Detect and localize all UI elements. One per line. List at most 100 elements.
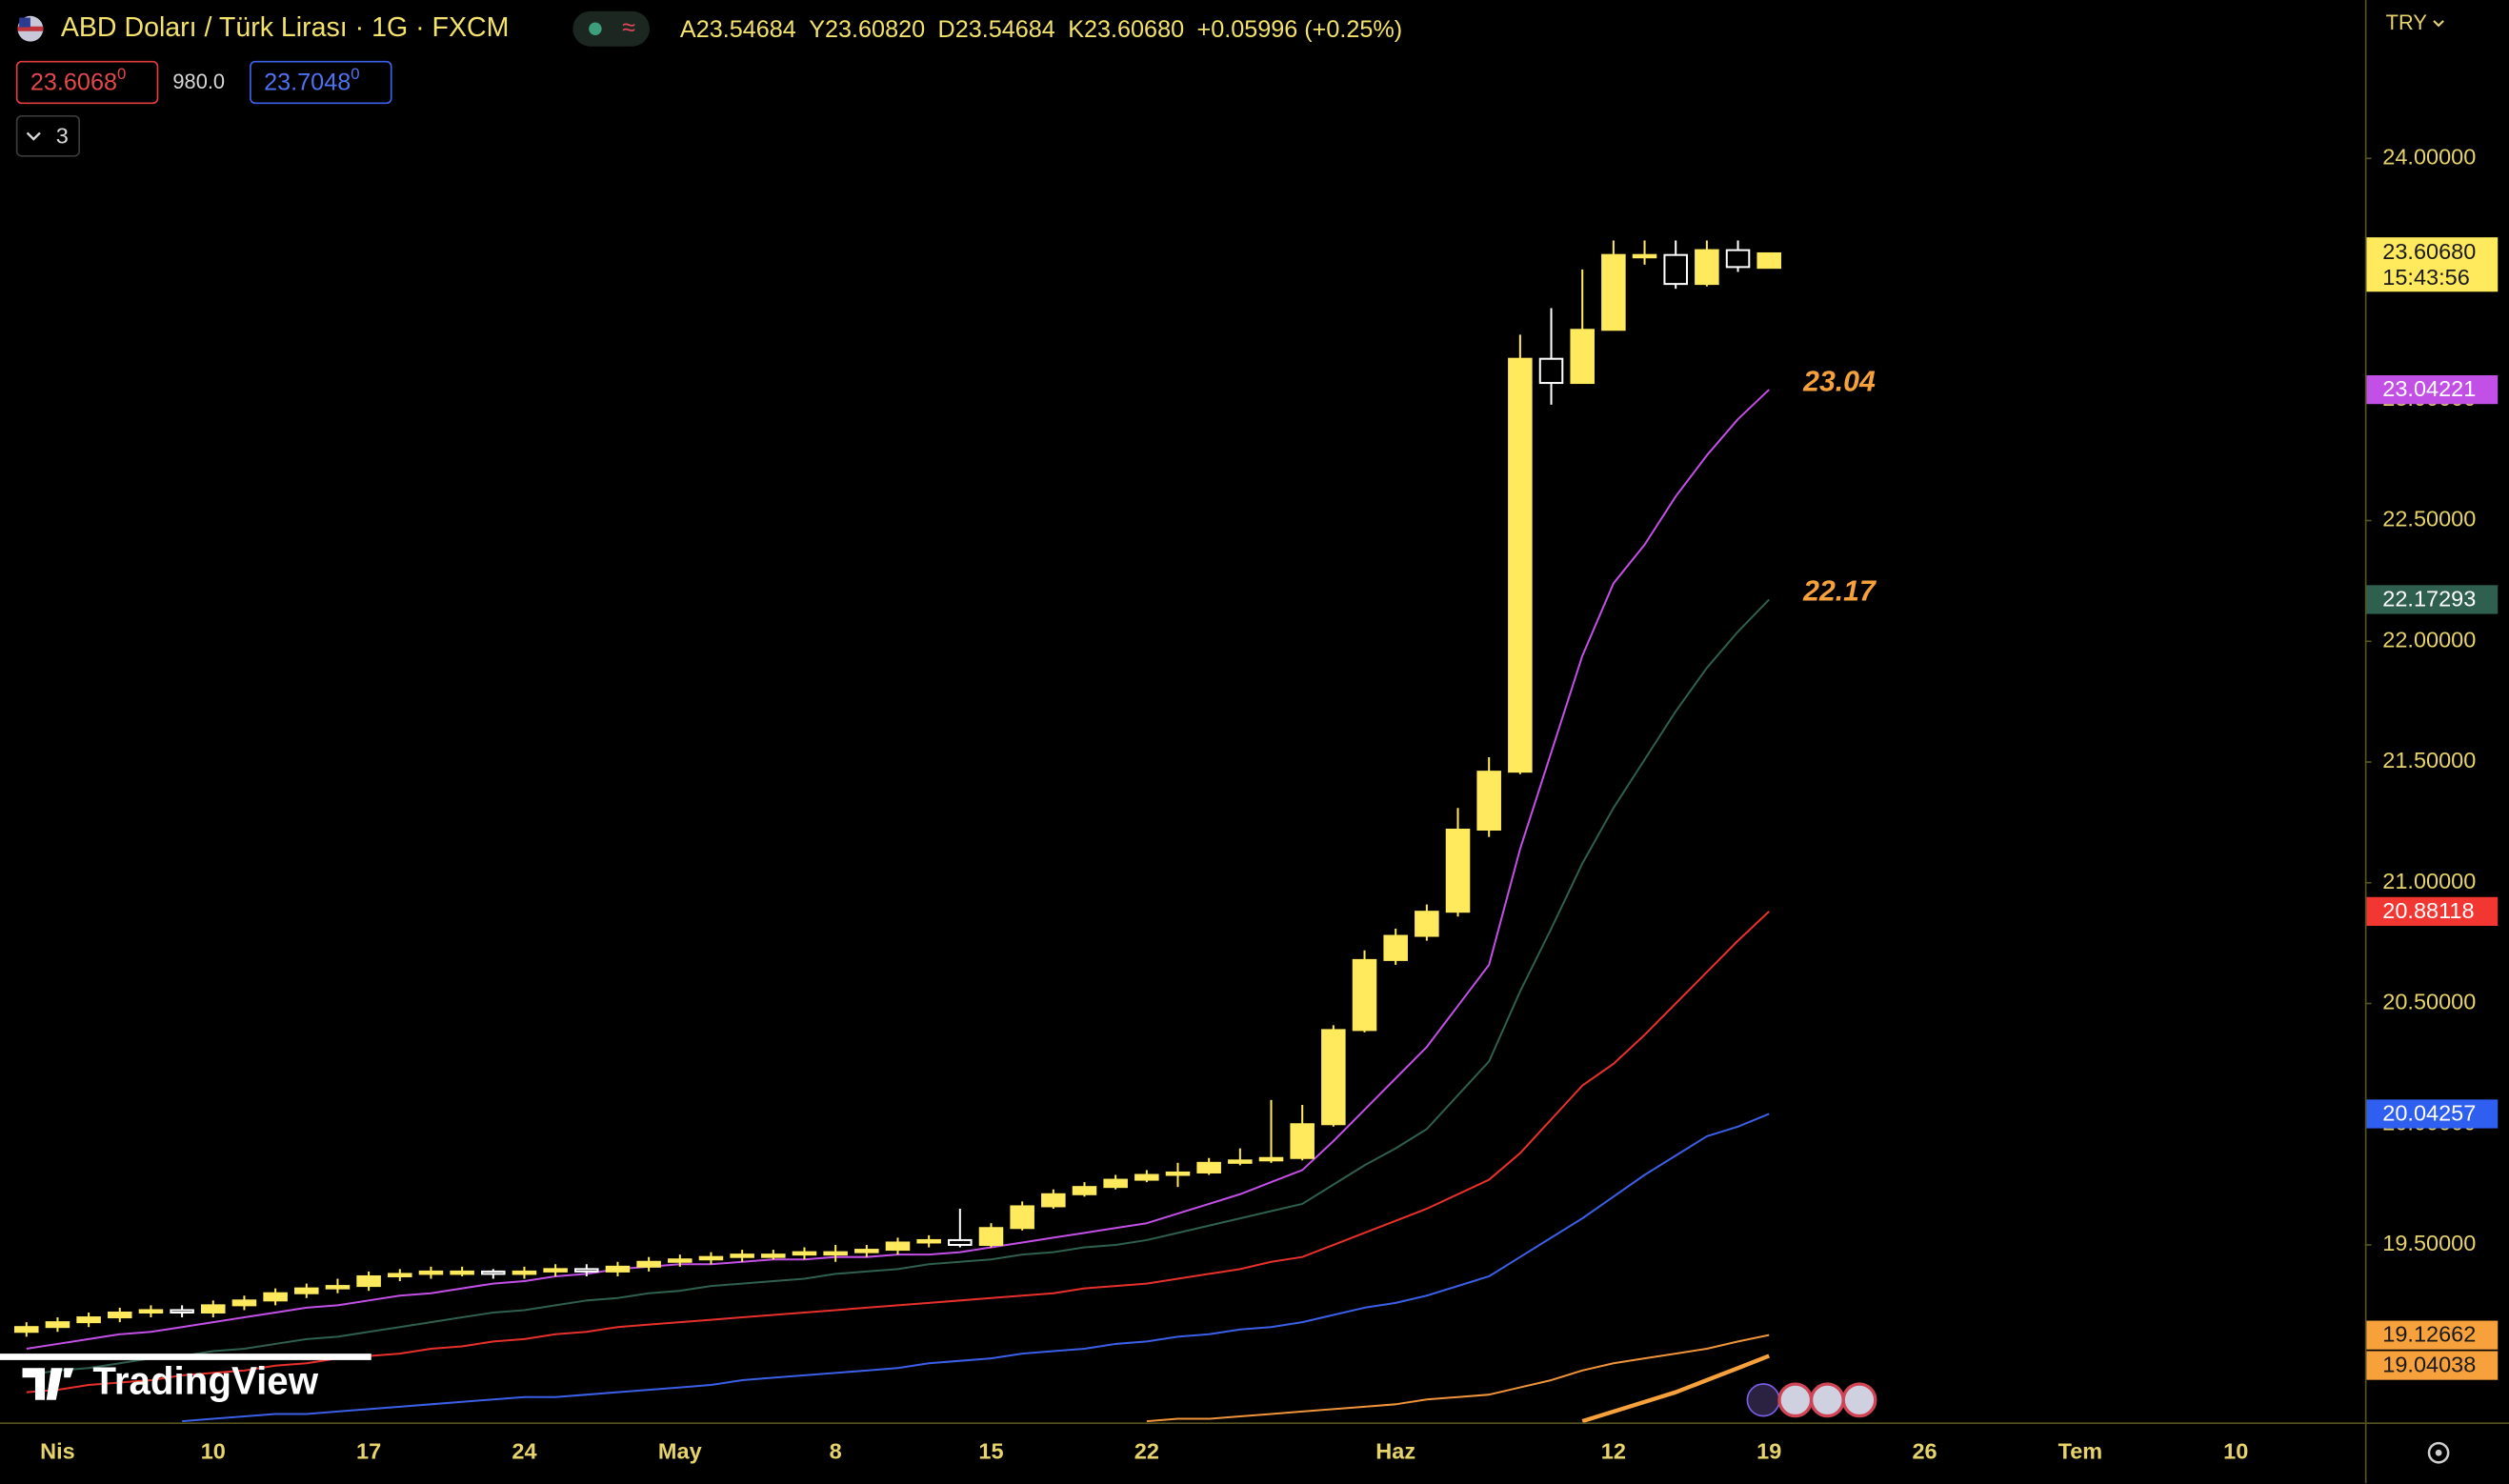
status-icon: ≈ bbox=[622, 14, 635, 41]
candle-body bbox=[1010, 1205, 1034, 1230]
ohlc-low: D23.54684 bbox=[938, 16, 1055, 43]
candle-body bbox=[76, 1316, 101, 1324]
indicator-line bbox=[182, 1113, 1770, 1423]
candle-body bbox=[1632, 253, 1657, 259]
candle-body bbox=[231, 1299, 257, 1307]
indicator-line bbox=[26, 911, 1770, 1394]
status-pill bbox=[572, 10, 651, 47]
candle-body bbox=[325, 1285, 351, 1290]
candle-body bbox=[885, 1241, 911, 1252]
candle-body bbox=[263, 1292, 288, 1302]
x-tick-label: 19 bbox=[1756, 1438, 1781, 1463]
value-annotation: 22.17 bbox=[1802, 576, 1877, 608]
candle-body bbox=[1538, 357, 1564, 385]
indicator-toggle[interactable] bbox=[15, 114, 80, 157]
price-label: 23.04221 bbox=[2382, 376, 2476, 401]
x-tick-label: Nis bbox=[40, 1438, 75, 1463]
candle-body bbox=[1228, 1159, 1253, 1164]
candle-body bbox=[1196, 1161, 1221, 1173]
x-tick-label: 8 bbox=[830, 1438, 842, 1463]
market-status-dot bbox=[589, 22, 602, 35]
y-tick-label: 22.00000 bbox=[2382, 627, 2476, 652]
candle-body bbox=[1352, 958, 1377, 1032]
indicator-line bbox=[26, 598, 1770, 1376]
x-tick-label: 26 bbox=[1912, 1438, 1937, 1463]
currency-chevron bbox=[2433, 20, 2444, 28]
event-icon[interactable] bbox=[1746, 1383, 1780, 1417]
candle-body bbox=[1508, 357, 1533, 773]
ohlc-values: A23.54684 Y23.60820 D23.54684 K23.60680 +0.0… bbox=[680, 16, 1402, 43]
indicator-line bbox=[1581, 1354, 1771, 1423]
x-tick-label: 17 bbox=[356, 1438, 381, 1463]
price-label: 22.17293 bbox=[2382, 586, 2476, 611]
indicator-line bbox=[1146, 1334, 1770, 1423]
candle-body bbox=[1476, 771, 1501, 832]
ohlc-high: Y23.60820 bbox=[809, 16, 925, 43]
candle-body bbox=[1663, 253, 1688, 286]
y-tick-label: 19.50000 bbox=[2382, 1231, 2476, 1255]
indicator-count: 3 bbox=[56, 124, 69, 149]
indicator-line bbox=[26, 389, 1770, 1351]
x-tick-label: 24 bbox=[512, 1438, 536, 1463]
x-tick-label: 10 bbox=[2223, 1438, 2248, 1463]
buy-price-sup: 0 bbox=[351, 65, 359, 83]
gear-ring bbox=[2427, 1441, 2450, 1464]
candle-body bbox=[636, 1260, 661, 1268]
candle-body bbox=[543, 1268, 568, 1273]
buy-price[interactable]: 23.70480 bbox=[264, 65, 359, 95]
symbol-title: ABD Doları / Türk Lirası · 1G · FXCM bbox=[61, 12, 510, 43]
candle-body bbox=[854, 1249, 879, 1253]
gear-center bbox=[2435, 1449, 2442, 1456]
candle-body bbox=[450, 1270, 474, 1275]
candle-body bbox=[1072, 1186, 1097, 1195]
settings-icon[interactable] bbox=[2427, 1441, 2450, 1464]
candle-body bbox=[948, 1238, 973, 1247]
candle-body bbox=[730, 1253, 754, 1258]
candle-body bbox=[1725, 249, 1751, 269]
event-icon[interactable] bbox=[1809, 1382, 1845, 1418]
spread: 980.0 bbox=[172, 70, 225, 93]
price-label-bg bbox=[2366, 374, 2499, 405]
candle-body bbox=[698, 1255, 724, 1261]
price-label-bg bbox=[2366, 585, 2499, 614]
sell-price-sup: 0 bbox=[117, 65, 126, 83]
candle-body bbox=[761, 1253, 786, 1258]
x-tick-label: 22 bbox=[1134, 1438, 1159, 1463]
candle-body bbox=[1756, 251, 1781, 270]
candle-body bbox=[574, 1268, 599, 1273]
candle-body bbox=[1695, 249, 1719, 286]
event-icon[interactable] bbox=[1841, 1382, 1877, 1418]
sell-button[interactable] bbox=[15, 60, 159, 105]
event-icons bbox=[1746, 1382, 1877, 1418]
ohlc-close: K23.60680 bbox=[1068, 16, 1184, 43]
y-tick-label: 20.50000 bbox=[2382, 990, 2476, 1014]
y-tick-label: 21.50000 bbox=[2382, 748, 2476, 772]
candle-body bbox=[512, 1270, 537, 1275]
candle-body bbox=[605, 1265, 631, 1273]
candle-body bbox=[1258, 1156, 1284, 1162]
flag-canton bbox=[19, 17, 30, 28]
y-tick-label: 24.00000 bbox=[2382, 144, 2476, 169]
x-tick-label: 12 bbox=[1601, 1438, 1626, 1463]
candle-body bbox=[1041, 1193, 1066, 1208]
candle-body bbox=[418, 1270, 444, 1275]
chevron-icon bbox=[26, 131, 41, 141]
price-label-bg bbox=[2366, 1099, 2499, 1129]
candle-body bbox=[1165, 1171, 1191, 1176]
candle-body bbox=[1103, 1178, 1128, 1189]
x-tick-label: Haz bbox=[1375, 1438, 1415, 1463]
last-price-bg bbox=[2366, 237, 2499, 292]
candle-body bbox=[668, 1258, 692, 1263]
price-label: 19.12662 bbox=[2382, 1322, 2476, 1347]
currency[interactable]: TRY bbox=[2386, 10, 2428, 34]
y-tick-label: 22.50000 bbox=[2382, 507, 2476, 531]
sell-price[interactable]: 23.60680 bbox=[30, 65, 126, 95]
candle-body bbox=[294, 1287, 319, 1294]
event-icon[interactable] bbox=[1777, 1382, 1814, 1418]
price-label: 19.04038 bbox=[2382, 1353, 2476, 1377]
value-annotation: 23.04 bbox=[1802, 366, 1876, 397]
buy-button[interactable] bbox=[250, 60, 392, 105]
candle-body bbox=[1321, 1029, 1346, 1126]
